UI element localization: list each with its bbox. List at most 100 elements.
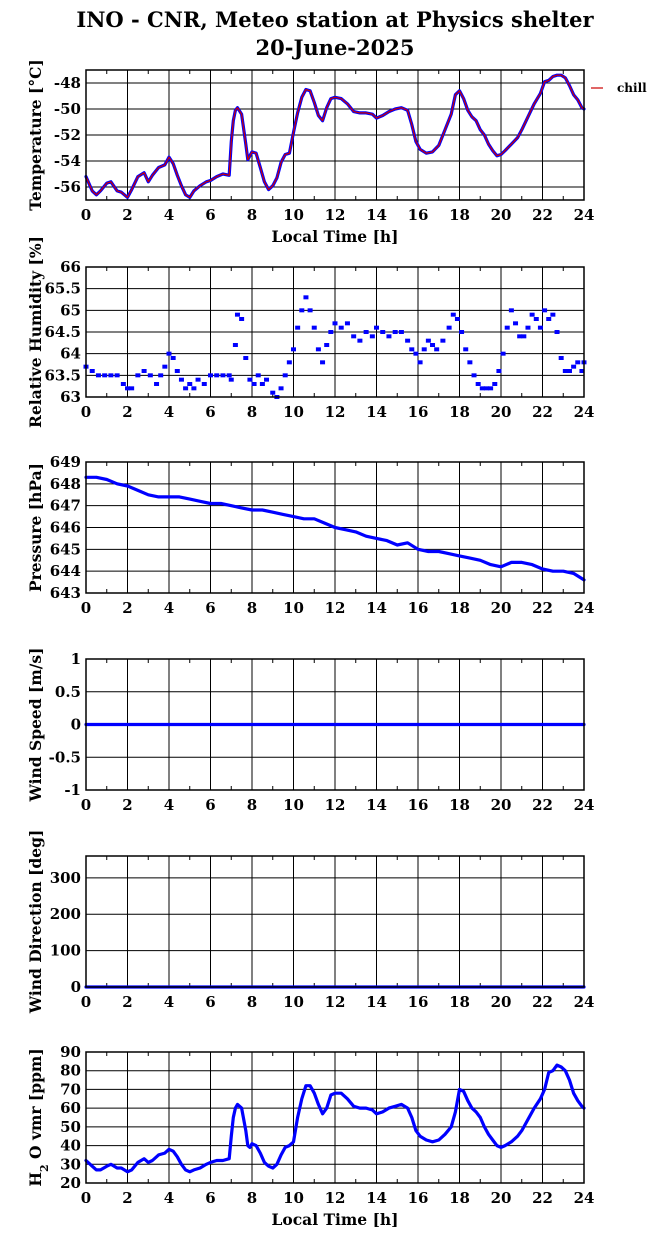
- x-tick-label: 24: [574, 993, 595, 1011]
- y-tick-label: 64.5: [44, 323, 81, 341]
- data-point: [232, 343, 238, 347]
- data-point: [291, 347, 296, 352]
- data-point: [220, 373, 226, 378]
- y-tick-label: 647: [50, 497, 81, 515]
- data-point: [178, 377, 184, 382]
- x-tick-label: 8: [247, 1189, 257, 1207]
- panel-temperature: 0 2 4 6 8 10 12 14 16 18 20 22 24-56-54-52-50-48Temp…: [26, 59, 647, 246]
- data-point: [405, 338, 411, 343]
- data-point: [125, 386, 130, 391]
- data-point: [201, 382, 207, 386]
- data-point: [166, 351, 172, 356]
- data-point: [228, 377, 234, 382]
- chart-panels: 0 2 4 6 8 10 12 14 16 18 20 22 24-56-54-52-50-48Temp…: [26, 59, 647, 1229]
- data-point: [575, 360, 581, 365]
- x-tick-label: 12: [325, 206, 346, 224]
- data-point: [386, 334, 392, 339]
- y-tick-label: 66: [60, 258, 81, 276]
- y-tick-label: 65: [60, 301, 81, 319]
- x-tick-label: 16: [408, 403, 429, 421]
- data-point: [398, 330, 404, 334]
- data-point: [158, 373, 164, 378]
- data-point: [521, 334, 527, 339]
- x-tick-label: 22: [532, 796, 553, 814]
- data-point: [243, 356, 249, 360]
- data-point: [154, 382, 160, 386]
- x-tick-label: 4: [164, 403, 174, 421]
- data-point: [409, 347, 415, 352]
- data-point: [187, 382, 193, 386]
- data-point: [141, 369, 147, 373]
- data-point: [120, 382, 126, 386]
- data-point: [529, 312, 535, 317]
- x-tick-label: 16: [408, 993, 429, 1011]
- data-point: [500, 351, 506, 356]
- data-point: [508, 308, 514, 313]
- data-point: [459, 330, 465, 334]
- y-tick-label: 648: [50, 475, 81, 493]
- x-tick-label: 12: [325, 1189, 346, 1207]
- x-tick-label: 10: [283, 796, 304, 814]
- series-line-2: [85, 74, 585, 198]
- x-tick-label: 16: [408, 1189, 429, 1207]
- data-point: [108, 373, 114, 378]
- x-tick-label: 8: [247, 993, 257, 1011]
- data-point: [255, 373, 261, 378]
- plot-frame: [85, 461, 585, 594]
- y-axis-label: Temperature [°C]: [26, 59, 45, 211]
- data-point: [344, 321, 350, 326]
- plot-frame: [85, 266, 585, 398]
- x-tick-label: 20: [491, 206, 512, 224]
- data-point: [338, 325, 344, 330]
- data-point: [282, 373, 288, 378]
- data-point: [571, 364, 577, 369]
- data-point: [369, 334, 375, 339]
- x-tick-label: 24: [574, 796, 595, 814]
- data-point: [363, 330, 369, 334]
- data-point: [542, 308, 548, 313]
- y-tick-label: -48: [54, 74, 81, 92]
- data-point: [89, 369, 95, 373]
- y-tick-label: 64: [60, 345, 81, 363]
- data-point: [434, 347, 440, 352]
- y-tick-label: 646: [50, 519, 81, 537]
- x-tick-label: 2: [122, 993, 132, 1011]
- data-point: [251, 382, 257, 386]
- plot-frame: [85, 855, 585, 988]
- data-point: [114, 373, 120, 378]
- plot-frame: [85, 658, 585, 791]
- x-tick-label: 16: [408, 206, 429, 224]
- x-tick-label: 2: [122, 1189, 132, 1207]
- data-point: [324, 343, 330, 347]
- data-point: [183, 386, 189, 391]
- data-point: [450, 312, 456, 317]
- x-tick-label: 20: [491, 599, 512, 617]
- y-tick-label: 20: [60, 1174, 81, 1192]
- data-point: [417, 360, 423, 365]
- data-point: [214, 373, 220, 378]
- x-tick-label: 2: [122, 206, 132, 224]
- x-tick-label: 2: [122, 599, 132, 617]
- x-tick-label: 22: [532, 993, 553, 1011]
- figure-title-line1: INO - CNR, Meteo station at Physics shel…: [76, 7, 594, 32]
- data-point: [537, 325, 543, 330]
- x-tick-label: 16: [408, 599, 429, 617]
- x-tick-label: 12: [325, 403, 346, 421]
- x-tick-label: 4: [164, 206, 174, 224]
- data-point: [471, 373, 477, 378]
- x-tick-label: 0: [81, 206, 91, 224]
- data-point: [299, 308, 305, 313]
- x-tick-label: 20: [491, 993, 512, 1011]
- x-tick-label: 24: [574, 403, 595, 421]
- x-tick-label: 18: [449, 993, 470, 1011]
- x-tick-label: 22: [532, 403, 553, 421]
- data-point: [413, 351, 419, 356]
- x-tick-label: 10: [283, 1189, 304, 1207]
- data-point: [208, 373, 213, 378]
- x-tick-label: 0: [81, 599, 91, 617]
- data-point: [170, 356, 176, 360]
- data-point: [558, 356, 564, 360]
- x-tick-label: 2: [122, 796, 132, 814]
- y-tick-label: 1: [71, 650, 81, 668]
